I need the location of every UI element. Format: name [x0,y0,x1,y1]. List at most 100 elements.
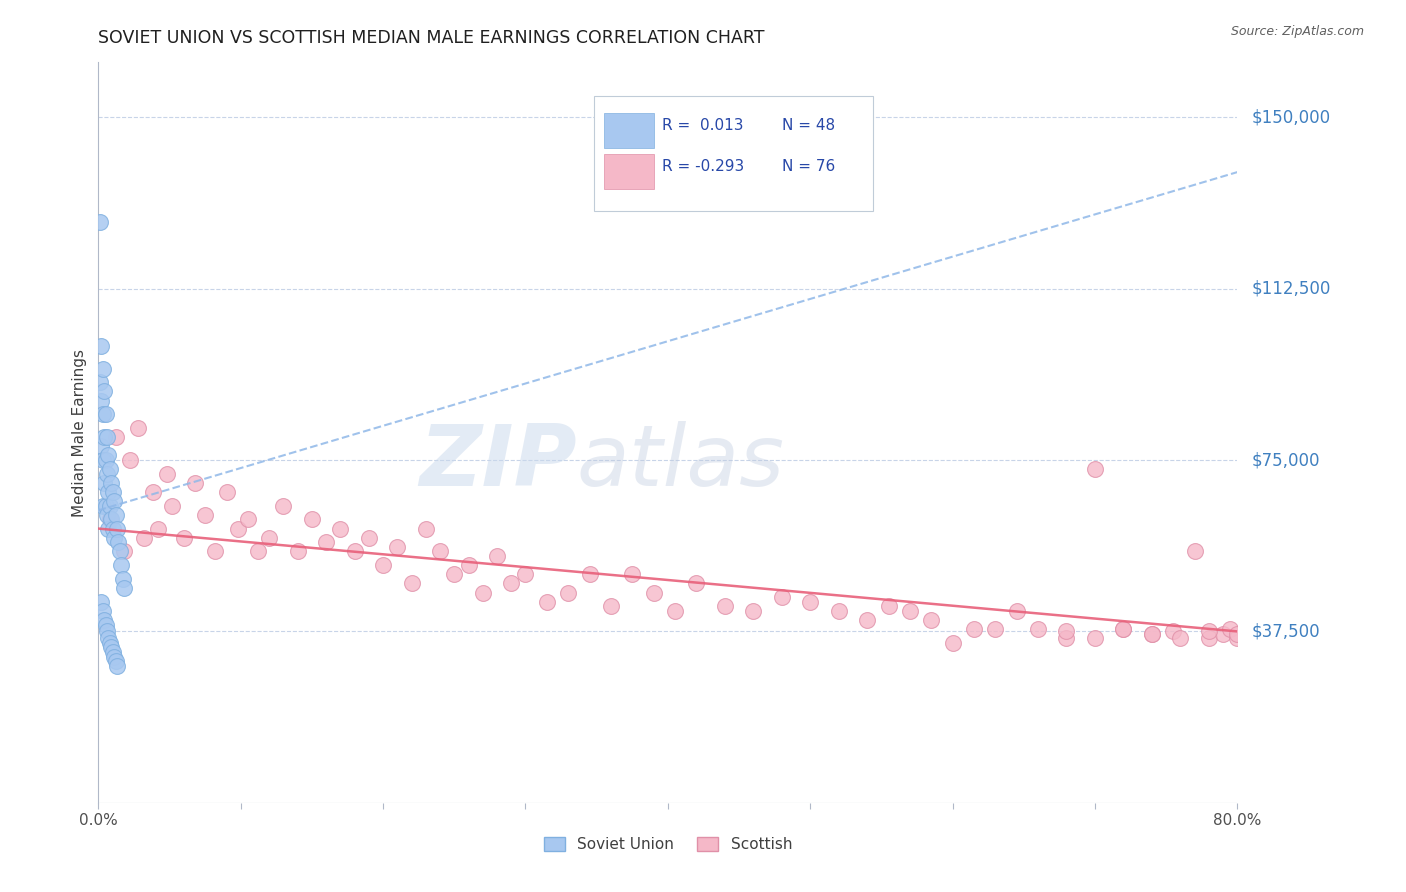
Point [97,632,120,646]
Point [93,613,115,627]
Point [94,617,117,632]
Point [1026,622,1049,636]
Point [90,339,112,353]
Point [96,508,118,522]
Point [204,544,226,558]
Point [600,599,623,614]
Text: SOVIET UNION VS SCOTTISH MEDIAN MALE EARNINGS CORRELATION CHART: SOVIET UNION VS SCOTTISH MEDIAN MALE EAR… [98,29,765,47]
Point [1084,632,1107,646]
Point [94,499,117,513]
Point [1005,604,1028,618]
Point [287,544,309,558]
Point [90,439,112,453]
Point [94,408,117,422]
Point [714,599,737,614]
Point [856,613,879,627]
Point [110,558,132,573]
Point [103,494,125,508]
Point [1056,624,1078,639]
Text: $112,500: $112,500 [1251,280,1330,298]
Point [486,549,509,563]
Point [1226,632,1249,646]
Point [770,590,793,604]
Point [111,572,134,586]
Point [91,408,114,422]
Point [536,595,558,609]
Point [1198,624,1220,639]
Point [401,576,423,591]
Point [103,649,125,664]
Point [357,531,380,545]
Point [127,421,149,435]
Point [94,453,117,467]
Point [236,512,259,526]
Point [101,645,124,659]
Point [1056,632,1078,646]
Point [215,485,238,500]
Point [557,585,579,599]
Point [920,613,942,627]
Point [963,622,986,636]
Text: R =  0.013: R = 0.013 [662,118,744,133]
Point [457,558,479,573]
Point [98,636,121,650]
Point [828,604,851,618]
Point [194,508,217,522]
Point [162,499,184,513]
Point [103,531,125,545]
Point [273,499,295,513]
Point [184,475,207,490]
Point [343,544,366,558]
Text: R = -0.293: R = -0.293 [662,159,744,174]
Point [96,624,118,639]
Text: $37,500: $37,500 [1251,623,1320,640]
Point [104,508,127,522]
Text: N = 48: N = 48 [782,118,835,133]
Text: $150,000: $150,000 [1251,108,1330,127]
Point [301,512,323,526]
Point [1140,626,1163,640]
Point [96,467,118,481]
Point [984,622,1007,636]
Point [90,595,112,609]
Point [1140,626,1163,640]
Point [578,567,600,582]
Point [93,475,115,490]
Point [107,535,129,549]
Point [429,544,451,558]
Point [173,531,195,545]
Point [91,604,114,618]
Point [259,531,281,545]
Point [97,522,120,536]
Point [415,522,437,536]
Point [105,658,128,673]
Point [1112,622,1135,636]
Point [112,544,135,558]
Point [1226,626,1249,640]
Point [501,576,523,591]
Point [1219,622,1241,636]
Point [898,604,921,618]
Point [118,453,141,467]
Point [942,636,965,650]
Point [98,499,121,513]
Text: ZIP: ZIP [419,421,576,504]
FancyBboxPatch shape [593,95,873,211]
Point [226,522,249,536]
Point [98,512,121,526]
Point [685,576,707,591]
Point [105,522,128,536]
Point [101,485,124,500]
Point [1212,626,1234,640]
Point [664,604,686,618]
Point [643,585,665,599]
Text: Source: ZipAtlas.com: Source: ZipAtlas.com [1230,25,1364,38]
Point [91,499,114,513]
Point [515,567,537,582]
Point [91,453,114,467]
FancyBboxPatch shape [605,153,654,189]
Point [90,393,112,408]
Point [100,640,122,655]
Point [91,361,114,376]
Point [156,467,179,481]
